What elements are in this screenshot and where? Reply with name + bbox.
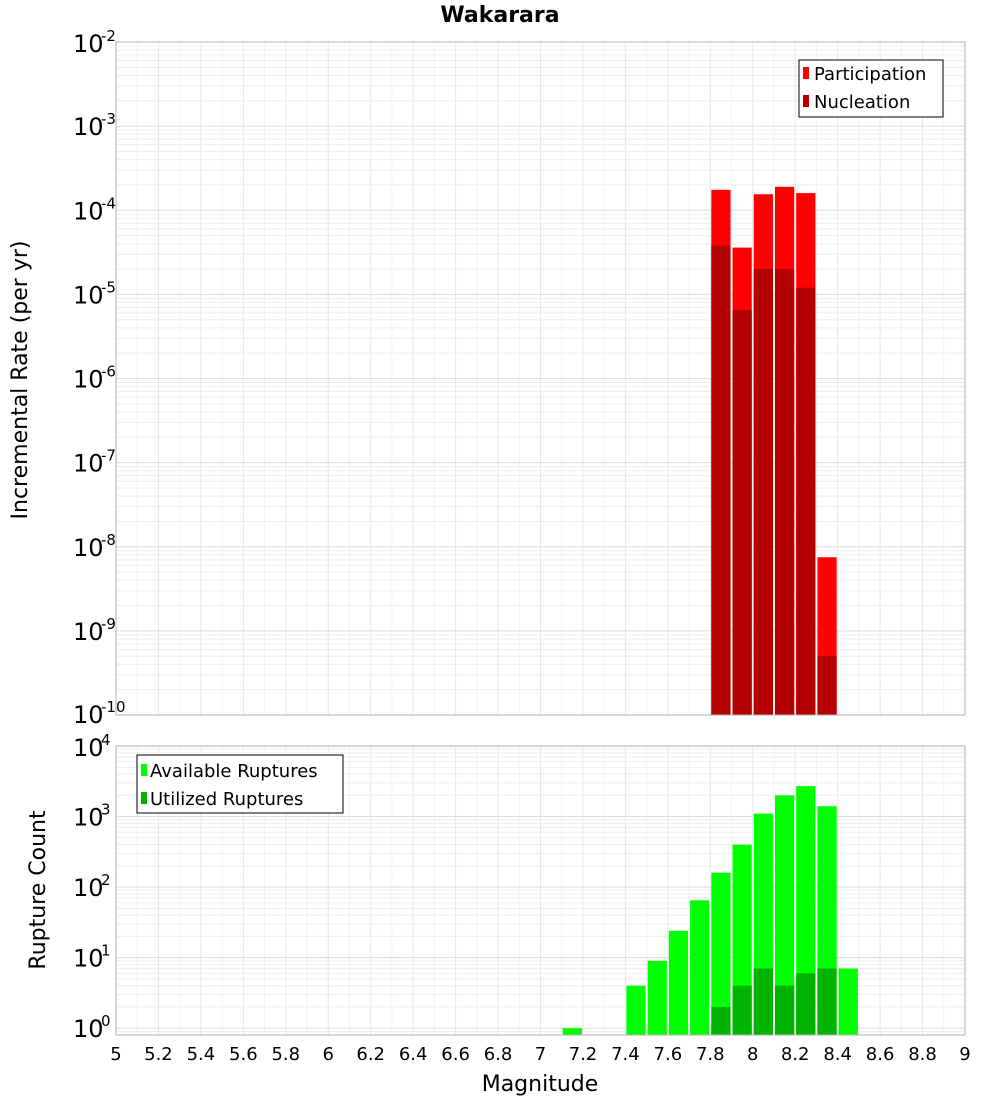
y-tick-label: 10: [73, 874, 104, 902]
y-tick-exponent: 3: [101, 801, 111, 819]
legend-swatch-available: [141, 764, 147, 776]
y-tick-label: 10: [73, 534, 104, 562]
y-tick-label: 10: [73, 945, 104, 973]
x-tick-label: 6: [323, 1044, 334, 1065]
available-ruptures-bar: [690, 900, 710, 1035]
utilized-ruptures-bar: [753, 968, 773, 1035]
top-plot-border: [115, 41, 966, 716]
y-tick-exponent: -4: [101, 194, 116, 212]
x-tick-label: 9: [959, 1044, 970, 1065]
y-tick-exponent: -2: [101, 27, 116, 45]
top-legend: Participation Nucleation: [798, 59, 944, 118]
x-tick-label: 5.6: [229, 1044, 258, 1065]
available-ruptures-bar: [626, 985, 646, 1035]
available-ruptures-bar: [711, 872, 731, 1035]
x-tick-label: 7.6: [654, 1044, 683, 1065]
y-tick-exponent: -6: [101, 363, 116, 381]
top-y-axis-label: Incremental Rate (per yr): [8, 241, 33, 520]
x-axis-label: Magnitude: [482, 1072, 599, 1097]
x-tick-label: 6.6: [441, 1044, 470, 1065]
y-tick-exponent: -10: [101, 698, 126, 716]
y-tick-exponent: 0: [101, 1012, 111, 1030]
utilized-ruptures-bar: [817, 968, 837, 1035]
x-tick-label: 8: [747, 1044, 758, 1065]
nucleation-bar: [753, 269, 773, 715]
y-tick-label: 10: [73, 701, 104, 729]
utilized-ruptures-bar: [711, 1006, 731, 1035]
y-tick-exponent: -3: [101, 110, 116, 128]
top-legend-box: [798, 59, 944, 118]
utilized-ruptures-bar: [774, 985, 795, 1035]
nucleation-bar: [774, 269, 795, 715]
legend-label-available: Available Ruptures: [150, 761, 318, 782]
y-tick-label: 10: [73, 113, 104, 141]
x-tick-label: 6.4: [399, 1044, 428, 1065]
available-ruptures-bar: [838, 968, 858, 1035]
utilized-ruptures-bar: [796, 973, 816, 1035]
y-tick-label: 10: [73, 30, 104, 58]
bottom-y-axis-label: Rupture Count: [26, 810, 51, 970]
nucleation-bar: [711, 245, 731, 715]
y-tick-label: 10: [73, 366, 104, 394]
x-tick-label: 6.8: [484, 1044, 513, 1065]
participation-nucleation-panel: 10-210-310-410-510-610-710-810-910-10 Wa…: [8, 3, 966, 729]
nucleation-bar: [732, 310, 752, 715]
x-tick-label: 7: [535, 1044, 546, 1065]
y-tick-label: 10: [73, 618, 104, 646]
x-tick-label: 7.2: [569, 1044, 598, 1065]
y-tick-label: 10: [73, 450, 104, 478]
x-tick-label: 5: [110, 1044, 121, 1065]
chart-title: Wakarara: [440, 3, 559, 28]
x-tick-label: 8.2: [781, 1044, 810, 1065]
y-tick-label: 10: [73, 804, 104, 832]
available-ruptures-bar: [562, 1028, 582, 1035]
y-tick-exponent: -5: [101, 278, 116, 296]
bottom-gridlines: [115, 745, 966, 1036]
x-tick-labels: 5 5.2 5.4 5.6 5.8 6 6.2 6.4 6.6 6.8 7 7.2 7.4 7.6 7.8 8…: [110, 1044, 970, 1065]
bottom-legend-box: [136, 754, 344, 814]
legend-label-nucleation: Nucleation: [814, 92, 910, 113]
top-gridlines: [115, 41, 966, 716]
x-tick-label: 7.8: [696, 1044, 725, 1065]
y-tick-label: 10: [73, 281, 104, 309]
legend-swatch-nucleation: [803, 95, 809, 107]
y-tick-exponent: 1: [101, 942, 111, 960]
top-y-tick-labels: 10-210-310-410-510-610-710-810-910-10: [73, 27, 126, 729]
x-tick-label: 5.2: [144, 1044, 173, 1065]
x-tick-label: 8.4: [823, 1044, 852, 1065]
available-ruptures-bar: [668, 930, 689, 1035]
y-tick-exponent: -8: [101, 531, 116, 549]
y-tick-exponent: 2: [101, 871, 111, 889]
bottom-plot-border: [115, 745, 966, 1036]
available-ruptures-bar: [796, 786, 816, 1035]
y-tick-label: 10: [73, 1015, 104, 1043]
y-tick-label: 10: [73, 197, 104, 225]
legend-label-participation: Participation: [814, 64, 926, 85]
available-ruptures-bar: [647, 960, 667, 1035]
x-tick-label: 5.8: [271, 1044, 300, 1065]
y-tick-exponent: -9: [101, 615, 116, 633]
utilized-ruptures-bar: [732, 985, 752, 1035]
x-tick-label: 5.4: [187, 1044, 216, 1065]
legend-swatch-participation: [803, 67, 809, 79]
x-tick-label: 6.2: [356, 1044, 385, 1065]
legend-swatch-utilized: [141, 792, 147, 804]
x-tick-label: 7.4: [611, 1044, 640, 1065]
available-ruptures-bar: [774, 795, 795, 1035]
bottom-legend: Available Ruptures Utilized Ruptures: [136, 754, 344, 814]
y-tick-exponent: 4: [101, 731, 111, 749]
nucleation-bar: [796, 287, 816, 715]
y-tick-exponent: -7: [101, 447, 116, 465]
utilized-ruptures-bars: [711, 968, 837, 1035]
x-tick-label: 8.8: [908, 1044, 937, 1065]
y-tick-label: 10: [73, 734, 104, 762]
nucleation-bar: [817, 656, 837, 715]
x-tick-label: 8.6: [866, 1044, 895, 1065]
nucleation-bars: [711, 245, 837, 715]
legend-label-utilized: Utilized Ruptures: [150, 789, 303, 810]
